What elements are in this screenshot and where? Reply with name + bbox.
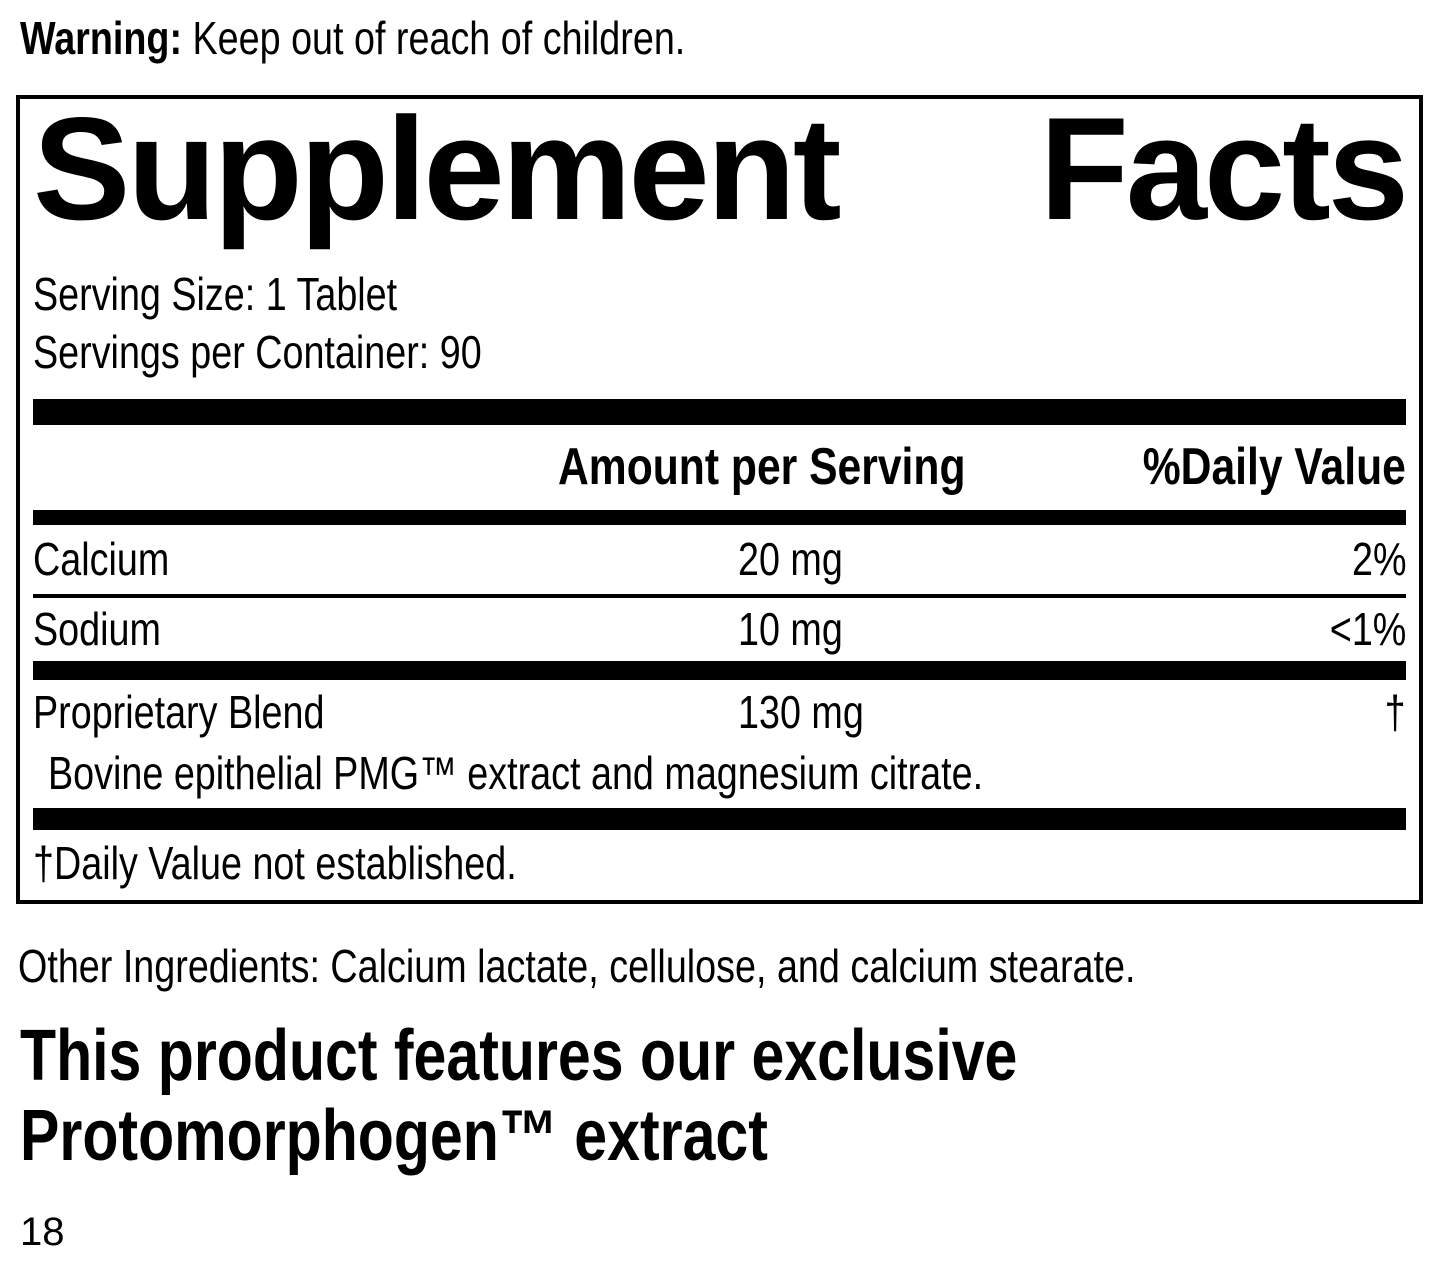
nutrient-daily-value: <1% xyxy=(1329,603,1406,655)
serving-size-line: Serving Size: 1 Tablet xyxy=(33,268,398,320)
nutrient-name: Sodium xyxy=(33,603,161,655)
daily-value-footnote: †Daily Value not established. xyxy=(33,837,517,889)
column-header-amount: Amount per Serving xyxy=(558,438,966,496)
nutrient-daily-value: † xyxy=(1385,686,1406,738)
nutrient-amount: 10 mg xyxy=(738,603,843,655)
panel-title: Supplement Facts xyxy=(33,87,1409,250)
proprietary-blend-description: Bovine epithelial PMG™ extract and magne… xyxy=(48,747,984,799)
nutrient-name: Calcium xyxy=(33,533,170,585)
other-ingredients-line: Other Ingredients: Calcium lactate, cell… xyxy=(18,940,1136,992)
column-header-daily-value: %Daily Value xyxy=(1142,438,1406,496)
nutrient-row-sodium: Sodium 10 mg <1% xyxy=(33,598,1406,661)
feature-note: This product features our exclusive Prot… xyxy=(20,1016,1236,1176)
warning-line: Warning: Keep out of reach of children. xyxy=(20,12,831,64)
servings-per-container-line: Servings per Container: 90 xyxy=(33,326,482,378)
title-word-supplement: Supplement xyxy=(33,87,842,250)
feature-note-line1: This product features our exclusive xyxy=(20,1016,1018,1096)
title-word-facts: Facts xyxy=(1039,87,1409,250)
nutrient-amount: 20 mg xyxy=(738,533,843,585)
page-number: 18 xyxy=(20,1210,65,1254)
thick-separator-header xyxy=(33,510,1406,525)
supplement-facts-panel: Supplement Facts Serving Size: 1 Tablet … xyxy=(16,95,1423,904)
thin-divider xyxy=(33,594,1406,598)
warning-text: Keep out of reach of children. xyxy=(182,12,686,64)
table-header-row: Amount per Serving %Daily Value xyxy=(33,425,1406,510)
thick-separator-blend xyxy=(33,661,1406,680)
warning-label: Warning: xyxy=(20,12,183,64)
nutrient-row-proprietary-blend: Proprietary Blend 130 mg † xyxy=(33,680,1406,744)
feature-note-line2: Protomorphogen™ extract xyxy=(20,1096,768,1176)
nutrient-daily-value: 2% xyxy=(1351,533,1406,585)
nutrient-amount: 130 mg xyxy=(738,686,864,738)
thick-separator-top xyxy=(33,399,1406,425)
nutrient-row-calcium: Calcium 20 mg 2% xyxy=(33,525,1406,594)
nutrient-name: Proprietary Blend xyxy=(33,686,325,738)
serving-info: Serving Size: 1 Tablet Servings per Cont… xyxy=(33,265,1406,381)
thick-separator-footnote xyxy=(33,808,1406,830)
